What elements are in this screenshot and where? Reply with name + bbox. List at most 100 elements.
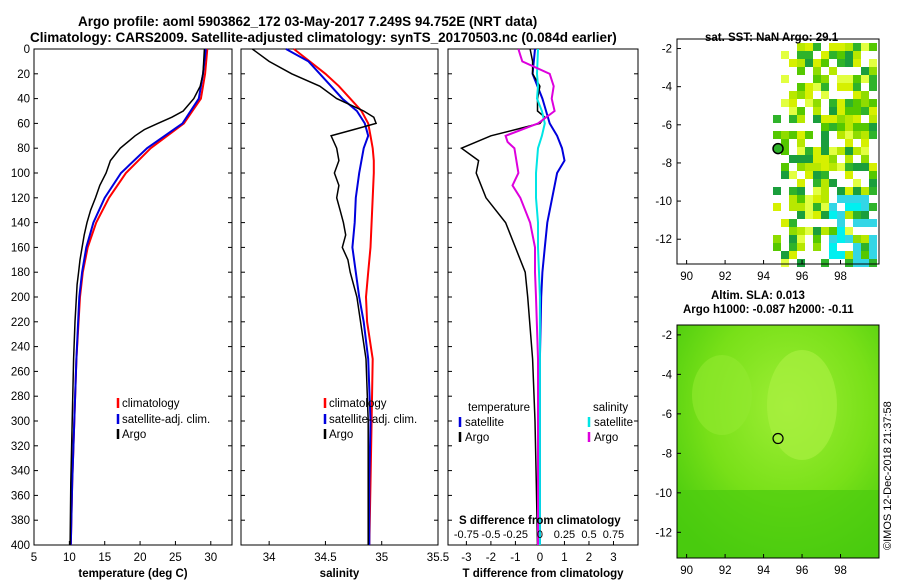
sst-map-lon-label: 92	[719, 271, 732, 283]
sst-patch	[845, 251, 853, 259]
sst-patch	[821, 139, 829, 147]
sst-patch	[869, 83, 877, 91]
x-axis-label-differences: T difference from climatology	[462, 568, 624, 580]
y-tick-label: 0	[24, 44, 30, 56]
series-line-s-satellite	[535, 48, 546, 545]
chart-title-line1: Argo profile: aoml 5903862_172 03-May-20…	[78, 14, 538, 29]
sst-patch	[813, 147, 821, 155]
sst-patch	[781, 75, 789, 83]
sla-anomaly-high	[767, 350, 837, 460]
sst-patch	[869, 123, 877, 131]
sst-patch	[837, 99, 845, 107]
sst-patch	[813, 211, 821, 219]
x-tick-label-salinity: 35.5	[427, 552, 449, 564]
sla-map-lon-label: 98	[834, 565, 847, 577]
sst-patch	[789, 99, 797, 107]
sst-patch	[813, 83, 821, 91]
sst-patch	[821, 259, 829, 267]
sst-patch	[861, 251, 869, 259]
top-tick-label: -0.5	[481, 529, 500, 541]
sst-patch	[829, 99, 837, 107]
chart-title-line2: Climatology: CARS2009. Satellite-adjuste…	[30, 30, 617, 45]
top-tick-label: 0.5	[581, 529, 596, 541]
sst-patch	[869, 171, 877, 179]
sst-patch	[813, 203, 821, 211]
sst-patch	[853, 203, 861, 211]
sst-patch	[853, 187, 861, 195]
sst-patch	[789, 195, 797, 203]
y-tick-label: 280	[11, 391, 30, 403]
sst-patch	[797, 59, 805, 67]
sst-patch	[797, 227, 805, 235]
sst-patch	[861, 147, 869, 155]
sst-patch	[861, 107, 869, 115]
sst-patch	[869, 107, 877, 115]
sst-patch	[853, 179, 861, 187]
sst-patch	[837, 107, 845, 115]
sst-patch	[853, 51, 861, 59]
sst-map-lat-label: -8	[662, 158, 672, 170]
sst-patch	[869, 131, 877, 139]
sst-patch	[845, 171, 853, 179]
sst-patch	[853, 75, 861, 83]
sst-patch	[813, 195, 821, 203]
sst-patch	[773, 131, 781, 139]
sst-patch	[805, 147, 813, 155]
sst-patch	[813, 235, 821, 243]
sst-patch	[797, 131, 805, 139]
y-tick-label: 340	[11, 466, 30, 478]
y-tick-label: 220	[11, 317, 30, 329]
sst-patch	[853, 99, 861, 107]
sst-patch	[845, 195, 853, 203]
sst-patch	[837, 187, 845, 195]
sst-patch	[845, 107, 853, 115]
sst-patch	[805, 203, 813, 211]
sst-patch	[805, 171, 813, 179]
sst-patch	[869, 219, 877, 227]
sst-patch	[837, 195, 845, 203]
legend-label-temperature: Argo	[465, 432, 489, 444]
sst-patch	[813, 155, 821, 163]
legend-label-temperature: satellite	[465, 417, 504, 429]
sst-patch	[845, 155, 853, 163]
sla-anomaly-low	[677, 490, 879, 558]
sst-patch	[805, 43, 813, 51]
sst-patch	[837, 211, 845, 219]
sla-map-lat-label: -4	[662, 369, 673, 381]
sst-patch	[845, 211, 853, 219]
sst-patch	[853, 163, 861, 171]
sst-patch	[773, 187, 781, 195]
sst-patch	[813, 43, 821, 51]
sst-patch	[813, 163, 821, 171]
y-tick-label: 180	[11, 267, 30, 279]
series-line-argo	[251, 48, 378, 545]
sst-map-lon-label: 94	[757, 271, 770, 283]
sst-patch	[789, 91, 797, 99]
sst-patch	[821, 51, 829, 59]
sst-patch	[797, 259, 805, 267]
sst-patch	[845, 147, 853, 155]
x-axis-label-temperature: temperature (deg C)	[78, 568, 187, 580]
sst-patch	[861, 195, 869, 203]
sst-patch	[829, 179, 837, 187]
series-line-climatology	[69, 48, 209, 546]
sst-patch	[869, 75, 877, 83]
sst-patch	[805, 155, 813, 163]
sla-anomaly-high	[692, 355, 752, 435]
sst-patch	[837, 147, 845, 155]
sst-patch	[821, 171, 829, 179]
series-line-satellite-adj-clim-	[69, 48, 207, 546]
y-tick-label: 120	[11, 193, 30, 205]
sst-patch	[821, 115, 829, 123]
sst-patch	[829, 107, 837, 115]
sst-patch	[853, 43, 861, 51]
sla-map-lon-label: 90	[680, 565, 693, 577]
sst-patch	[773, 203, 781, 211]
y-tick-label: 300	[11, 416, 30, 428]
sst-patch	[789, 131, 797, 139]
sst-patch	[861, 67, 869, 75]
sst-patch	[845, 115, 853, 123]
sst-patch	[845, 203, 853, 211]
sst-patch	[797, 67, 805, 75]
